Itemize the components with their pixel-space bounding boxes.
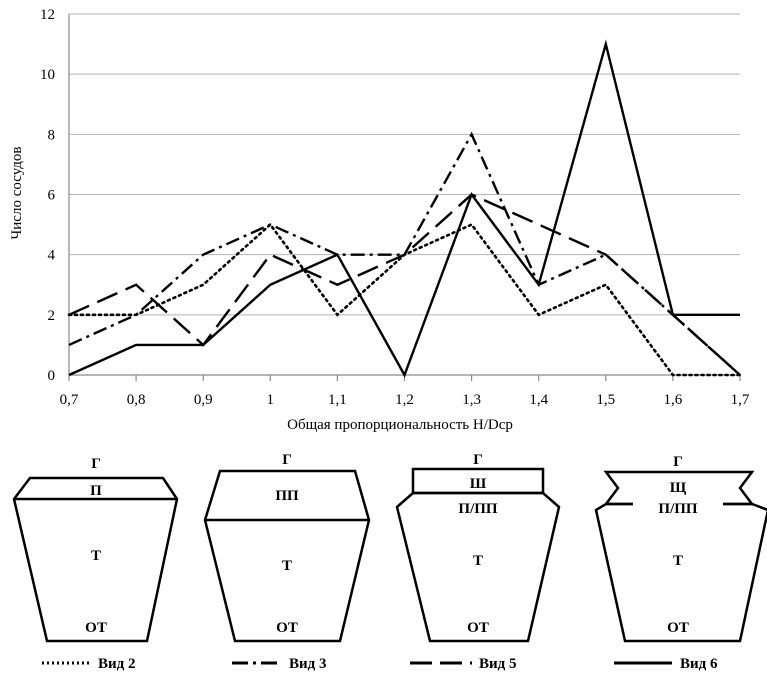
y-tick-label: 6 bbox=[48, 188, 56, 204]
x-tick-label: 0,8 bbox=[127, 392, 146, 408]
legend-label: Вид 5 bbox=[479, 656, 517, 672]
legend-label: Вид 6 bbox=[680, 656, 718, 672]
vessel-5-label-top: Г bbox=[473, 452, 483, 468]
legend-item-vid-2: Вид 2 bbox=[42, 656, 136, 672]
legend-item-vid-6: Вид 6 bbox=[614, 656, 718, 672]
x-tick-label: 0,7 bbox=[60, 392, 79, 408]
y-axis-title: Число сосудов bbox=[9, 147, 25, 240]
legend-item-vid-3: Вид 3 bbox=[232, 656, 327, 672]
vessel-5-label-bottom: ОТ bbox=[467, 620, 489, 636]
x-axis-title: Общая пропорциональность H/Dср bbox=[287, 417, 513, 433]
x-tick-label: 1,6 bbox=[664, 392, 683, 408]
y-tick-label: 4 bbox=[48, 248, 56, 264]
vessel-3-label-bottom: ОТ bbox=[276, 620, 298, 636]
legend: Вид 2 Вид 3 Вид 5 Вид 6 bbox=[42, 656, 718, 672]
axes bbox=[68, 14, 741, 381]
vessel-outline bbox=[594, 502, 767, 643]
vessel-2-label-top: Г bbox=[91, 456, 101, 472]
vessel-diagram-vid-5 bbox=[395, 467, 561, 643]
x-tick-label: 1,2 bbox=[395, 392, 414, 408]
vessel-6-label-body: Т bbox=[673, 553, 683, 569]
x-tick-label: 1,5 bbox=[596, 392, 615, 408]
legend-label: Вид 3 bbox=[289, 656, 327, 672]
y-tick-label: 8 bbox=[48, 127, 56, 143]
vessel-5-label-neck: Ш bbox=[470, 476, 487, 492]
vessel-3-label-body: Т bbox=[282, 558, 292, 574]
vessel-2-label-body: Т bbox=[91, 548, 101, 564]
vessel-3-label-top: Г bbox=[282, 452, 292, 468]
y-tick-label: 10 bbox=[40, 67, 55, 83]
x-tick-label: 1 bbox=[267, 392, 275, 408]
vessel-6-label-neck: Щ bbox=[670, 480, 687, 496]
vessel-3-label-upper: ПП bbox=[275, 488, 299, 504]
x-tick-label: 0,9 bbox=[194, 392, 213, 408]
tick-labels: 0 2 4 6 8 10 12 0,7 0,8 0,9 1 1,1 1,2 1,3 1,4 1,5 1,6 1,7 bbox=[40, 7, 750, 408]
series-lines bbox=[67, 39, 742, 378]
x-tick-label: 1,7 bbox=[731, 392, 750, 408]
x-tick-label: 1,4 bbox=[529, 392, 548, 408]
vessel-diagram-vid-2 bbox=[12, 476, 179, 643]
vessel-2-label-upper: П bbox=[90, 483, 102, 499]
vessel-outline bbox=[395, 491, 561, 643]
gridlines bbox=[69, 13, 740, 316]
series-line-solid bbox=[68, 39, 740, 378]
vessel-6-label-top: Г bbox=[673, 454, 683, 470]
vessel-diagram-vid-3 bbox=[203, 469, 371, 643]
legend-label: Вид 2 bbox=[98, 656, 136, 672]
vessel-6-label-shoulder: П/ПП bbox=[658, 501, 698, 517]
vessel-diagram-vid-6 bbox=[594, 470, 767, 643]
vessel-5-label-body: Т bbox=[473, 553, 483, 569]
vessel-6-label-bg bbox=[633, 501, 723, 515]
y-tick-label: 12 bbox=[40, 7, 55, 23]
x-tick-label: 1,1 bbox=[328, 392, 347, 408]
y-tick-label: 0 bbox=[48, 368, 56, 384]
series-line-dotted bbox=[67, 222, 742, 377]
legend-item-vid-5: Вид 5 bbox=[410, 656, 517, 672]
x-tick-label: 1,3 bbox=[462, 392, 481, 408]
y-tick-label: 2 bbox=[48, 308, 56, 324]
vessel-6-label-bottom: ОТ bbox=[667, 620, 689, 636]
series-line-dashed bbox=[68, 193, 741, 376]
vessel-2-label-bottom: ОТ bbox=[85, 620, 107, 636]
vessel-5-label-bg bbox=[433, 501, 523, 515]
vessel-5-label-shoulder: П/ПП bbox=[458, 501, 498, 517]
